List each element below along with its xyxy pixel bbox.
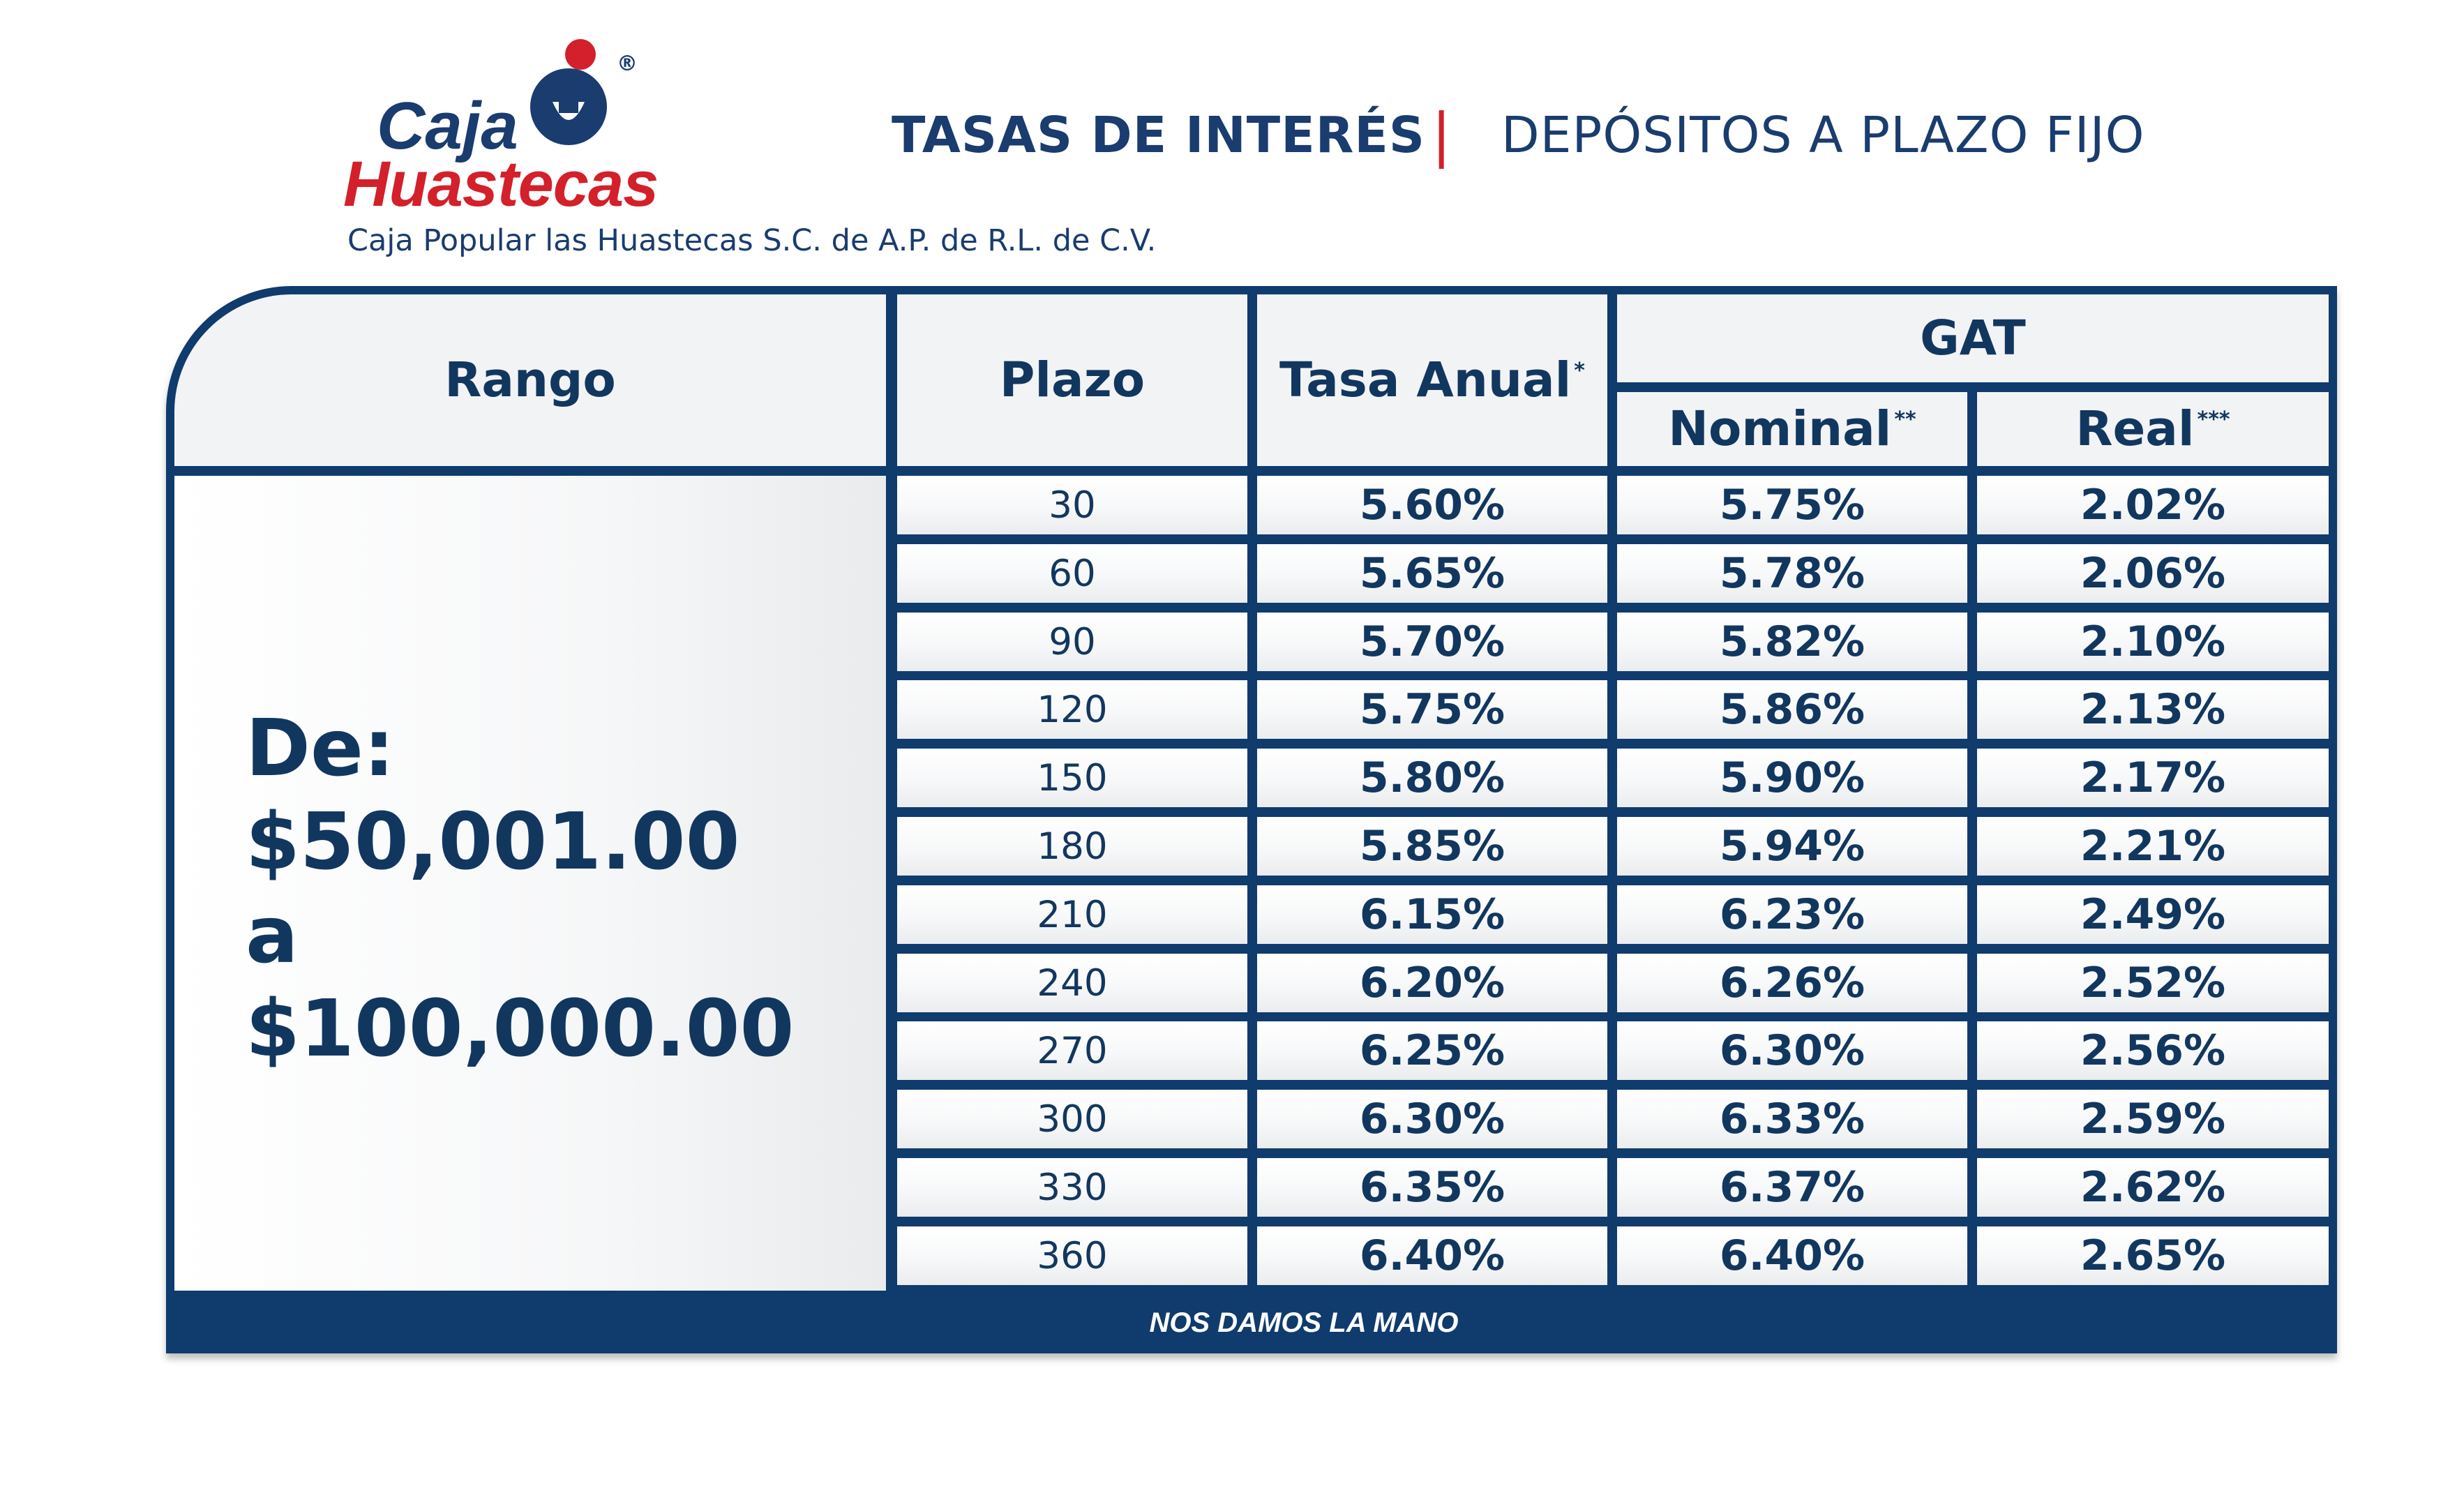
table-cell-real: 2.17%: [1977, 749, 2329, 807]
table-cell-nominal: 6.30%: [1617, 1021, 1967, 1080]
table-cell-tasa: 6.40%: [1257, 1226, 1607, 1285]
caja-huastecas-logo: ® Caja Huastecas: [343, 33, 664, 220]
table-cell-tasa: 6.20%: [1257, 954, 1607, 1012]
header-separator: |: [1432, 100, 1452, 169]
header-gat-label: GAT: [1920, 310, 2026, 366]
table-cell-nominal: 6.33%: [1617, 1090, 1967, 1148]
table-cell-plazo: 120: [897, 680, 1247, 739]
rango-amount-range: De: $50,001.00 a $100,000.00: [246, 703, 795, 1074]
table-cell-tasa: 5.60%: [1257, 476, 1607, 534]
table-cell-real: 2.13%: [1977, 680, 2329, 739]
header-title-left: TASAS DE INTERÉS: [892, 106, 1426, 164]
header-real: Real ***: [1977, 392, 2329, 466]
header-nominal: Nominal **: [1617, 392, 1967, 466]
logo-mark-icon: [530, 39, 607, 145]
header-tasa-label: Tasa Anual: [1279, 352, 1572, 408]
table-cell-plazo: 150: [897, 749, 1247, 807]
logo-text-huastecas: Huastecas: [343, 149, 659, 220]
table-cell-tasa: 6.35%: [1257, 1158, 1607, 1217]
table-cell-nominal: 6.23%: [1617, 885, 1967, 944]
footer-slogan: NOS DAMOS LA MANO: [1149, 1307, 1459, 1338]
table-cell-plazo: 210: [897, 885, 1247, 944]
table-cell-plazo: 360: [897, 1226, 1247, 1285]
table-cell-real: 2.65%: [1977, 1226, 2329, 1285]
table-cell-plazo: 60: [897, 544, 1247, 603]
table-cell-real: 2.59%: [1977, 1090, 2329, 1148]
header-title-right: DEPÓSITOS A PLAZO FIJO: [1501, 106, 2145, 164]
table-cell-nominal: 6.40%: [1617, 1226, 1967, 1285]
real-footnote-mark: ***: [2197, 407, 2230, 432]
table-cell-real: 2.10%: [1977, 613, 2329, 671]
header-plazo: Plazo: [897, 294, 1247, 466]
table-cell-real: 2.06%: [1977, 544, 2329, 603]
rates-table: Rango Plazo Tasa Anual * GAT Nominal ** Re…: [166, 286, 2337, 1353]
table-cell-nominal: 5.94%: [1617, 817, 1967, 876]
table-cell-plazo: 180: [897, 817, 1247, 876]
table-cell-plazo: 270: [897, 1021, 1247, 1080]
table-cell-plazo: 300: [897, 1090, 1247, 1148]
header-plazo-label: Plazo: [999, 352, 1145, 408]
table-footer: NOS DAMOS LA MANO: [166, 1292, 2337, 1353]
table-cell-real: 2.52%: [1977, 954, 2329, 1012]
table-cell-tasa: 5.80%: [1257, 749, 1607, 807]
table-cell-plazo: 330: [897, 1158, 1247, 1217]
header-nominal-label: Nominal: [1668, 401, 1892, 457]
table-cell-tasa: 5.65%: [1257, 544, 1607, 603]
tasa-footnote-mark: *: [1574, 358, 1585, 383]
table-cell-nominal: 5.75%: [1617, 476, 1967, 534]
nominal-footnote-mark: **: [1894, 407, 1916, 432]
table-cell-tasa: 5.85%: [1257, 817, 1607, 876]
table-cell-nominal: 6.37%: [1617, 1158, 1967, 1217]
header-real-label: Real: [2075, 401, 2195, 457]
header-rango: Rango: [174, 294, 886, 466]
rango-cell: De: $50,001.00 a $100,000.00: [174, 476, 886, 1291]
table-cell-real: 2.02%: [1977, 476, 2329, 534]
table-cell-real: 2.49%: [1977, 885, 2329, 944]
table-cell-plazo: 90: [897, 613, 1247, 671]
table-cell-tasa: 5.70%: [1257, 613, 1607, 671]
table-cell-nominal: 5.86%: [1617, 680, 1967, 739]
table-cell-nominal: 6.26%: [1617, 954, 1967, 1012]
logo-text-caja: Caja: [377, 89, 518, 163]
table-cell-real: 2.62%: [1977, 1158, 2329, 1217]
table-cell-tasa: 6.30%: [1257, 1090, 1607, 1148]
company-subtitle: Caja Popular las Huastecas S.C. de A.P. …: [347, 223, 1157, 258]
table-cell-tasa: 5.75%: [1257, 680, 1607, 739]
table-cell-nominal: 5.78%: [1617, 544, 1967, 603]
registered-mark: ®: [617, 52, 638, 76]
table-cell-tasa: 6.15%: [1257, 885, 1607, 944]
table-cell-real: 2.21%: [1977, 817, 2329, 876]
table-cell-nominal: 5.90%: [1617, 749, 1967, 807]
table-cell-nominal: 5.82%: [1617, 613, 1967, 671]
table-cell-plazo: 30: [897, 476, 1247, 534]
header-gat: GAT: [1617, 294, 2329, 382]
table-cell-tasa: 6.25%: [1257, 1021, 1607, 1080]
header-tasa-anual: Tasa Anual *: [1257, 294, 1607, 466]
header-rango-label: Rango: [444, 352, 616, 408]
table-cell-plazo: 240: [897, 954, 1247, 1012]
table-cell-real: 2.56%: [1977, 1021, 2329, 1080]
